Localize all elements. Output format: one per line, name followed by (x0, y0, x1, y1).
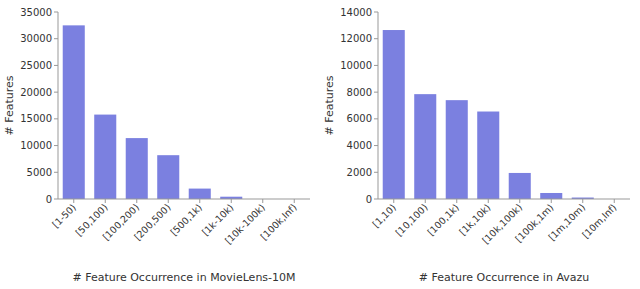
chart-root: 05000100001500020000250003000035000[1-50… (0, 0, 640, 289)
y-tick-label: 20000 (20, 87, 52, 98)
y-axis-line (378, 12, 379, 199)
y-axis-line (58, 12, 59, 199)
x-tick (262, 199, 263, 203)
y-tick-label: 14000 (340, 7, 372, 18)
y-tick (374, 145, 378, 146)
y-tick-label: 15000 (20, 113, 52, 124)
y-tick (54, 118, 58, 119)
bar (540, 193, 562, 199)
y-tick (374, 65, 378, 66)
x-tick-label: [1,10) (370, 202, 398, 230)
y-tick (54, 92, 58, 93)
bar (383, 30, 405, 199)
x-tick (168, 199, 169, 203)
y-tick-label: 10000 (340, 60, 372, 71)
y-tick (54, 12, 58, 13)
x-tick (614, 199, 615, 203)
x-tick (488, 199, 489, 203)
y-tick-label: 10000 (20, 140, 52, 151)
y-tick (374, 12, 378, 13)
y-tick (54, 172, 58, 173)
x-tick (425, 199, 426, 203)
y-tick (374, 199, 378, 200)
bar (126, 138, 148, 199)
y-tick-label: 0 (46, 194, 52, 205)
x-tick (393, 199, 394, 203)
x-tick (136, 199, 137, 203)
y-tick (54, 199, 58, 200)
x-tick-label: [10,100) (393, 202, 430, 239)
bars (63, 25, 243, 199)
bar (477, 112, 499, 199)
x-tick (456, 199, 457, 203)
x-tick-label: [200,500) (132, 202, 173, 243)
bar (189, 189, 211, 199)
y-tick (54, 38, 58, 39)
y-tick-label: 12000 (340, 33, 372, 44)
bar (414, 94, 436, 199)
y-tick (374, 172, 378, 173)
x-tick (105, 199, 106, 203)
y-tick-label: 35000 (20, 7, 52, 18)
y-tick-label: 4000 (347, 140, 372, 151)
bar (509, 173, 531, 199)
x-tick-label: [100k,Inf) (258, 202, 298, 242)
x-tick (582, 199, 583, 203)
bar (63, 25, 85, 199)
y-tick-label: 25000 (20, 60, 52, 71)
y-axis-label: # Features (323, 75, 336, 135)
x-tick (294, 199, 295, 203)
y-tick-label: 8000 (347, 87, 372, 98)
y-tick-label: 5000 (27, 167, 52, 178)
y-tick (374, 38, 378, 39)
y-tick-label: 2000 (347, 167, 372, 178)
x-tick-label: [100,1k) (425, 202, 461, 238)
y-tick-label: 6000 (347, 113, 372, 124)
panel: 02000400060008000100001200014000[1,10)[1… (323, 7, 630, 285)
y-tick (54, 145, 58, 146)
y-tick (374, 92, 378, 93)
x-tick-label: [10k-100k) (223, 202, 268, 247)
x-tick (231, 199, 232, 203)
x-tick (73, 199, 74, 203)
bars (383, 30, 594, 199)
x-tick-label: [1m,10m) (546, 202, 587, 243)
x-axis-line (378, 199, 630, 200)
panel: 0 5000 10000 15000 20000 25000 30000 35000 [1-50… (3, 7, 310, 285)
bar (446, 100, 468, 199)
x-axis-label: # Feature Occurrence in MovieLens-10M (72, 271, 295, 284)
bar (157, 155, 179, 199)
x-tick-label: [500,1k) (168, 202, 204, 238)
y-tick-label: 0 (366, 194, 372, 205)
x-tick-label: [10m,Inf) (580, 202, 619, 241)
x-tick (519, 199, 520, 203)
y-tick (54, 65, 58, 66)
x-axis-line (58, 199, 310, 200)
y-axis-label: # Features (3, 75, 16, 135)
y-tick (374, 118, 378, 119)
bar (94, 115, 116, 199)
x-axis-label: # Feature Occurrence in Avazu (419, 271, 590, 284)
x-tick (551, 199, 552, 203)
x-tick-label: [1-50) (50, 202, 78, 230)
y-tick-label: 30000 (20, 33, 52, 44)
x-tick (199, 199, 200, 203)
